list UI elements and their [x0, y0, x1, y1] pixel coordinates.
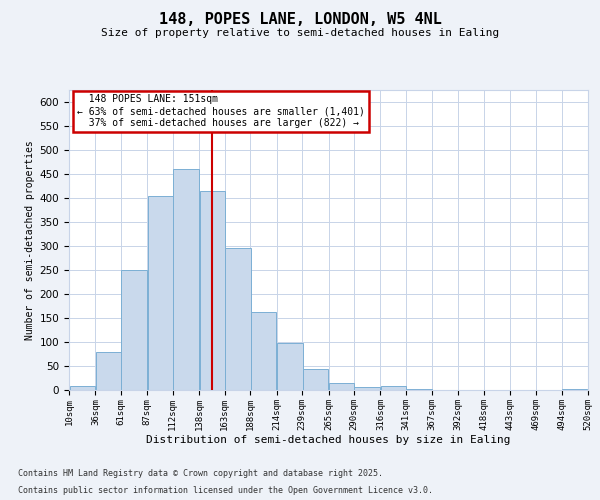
Bar: [329, 383, 355, 390]
Text: 148 POPES LANE: 151sqm
← 63% of semi-detached houses are smaller (1,401)
  37% o: 148 POPES LANE: 151sqm ← 63% of semi-det…: [77, 94, 365, 128]
Bar: [302, 370, 328, 390]
Text: Contains HM Land Registry data © Crown copyright and database right 2025.: Contains HM Land Registry data © Crown c…: [18, 468, 383, 477]
Bar: [355, 387, 380, 390]
Bar: [225, 248, 251, 390]
Bar: [562, 388, 587, 390]
Text: Contains public sector information licensed under the Open Government Licence v3: Contains public sector information licen…: [18, 486, 433, 495]
Text: Size of property relative to semi-detached houses in Ealing: Size of property relative to semi-detach…: [101, 28, 499, 38]
Bar: [96, 352, 121, 390]
Bar: [200, 191, 225, 390]
Bar: [70, 386, 95, 390]
Bar: [251, 312, 276, 390]
Text: 148, POPES LANE, LONDON, W5 4NL: 148, POPES LANE, LONDON, W5 4NL: [158, 12, 442, 28]
Bar: [277, 344, 302, 390]
Bar: [173, 169, 199, 390]
Bar: [148, 196, 173, 390]
Bar: [406, 388, 432, 390]
Y-axis label: Number of semi-detached properties: Number of semi-detached properties: [25, 140, 35, 340]
Bar: [121, 270, 147, 390]
Bar: [381, 386, 406, 390]
X-axis label: Distribution of semi-detached houses by size in Ealing: Distribution of semi-detached houses by …: [146, 436, 511, 446]
